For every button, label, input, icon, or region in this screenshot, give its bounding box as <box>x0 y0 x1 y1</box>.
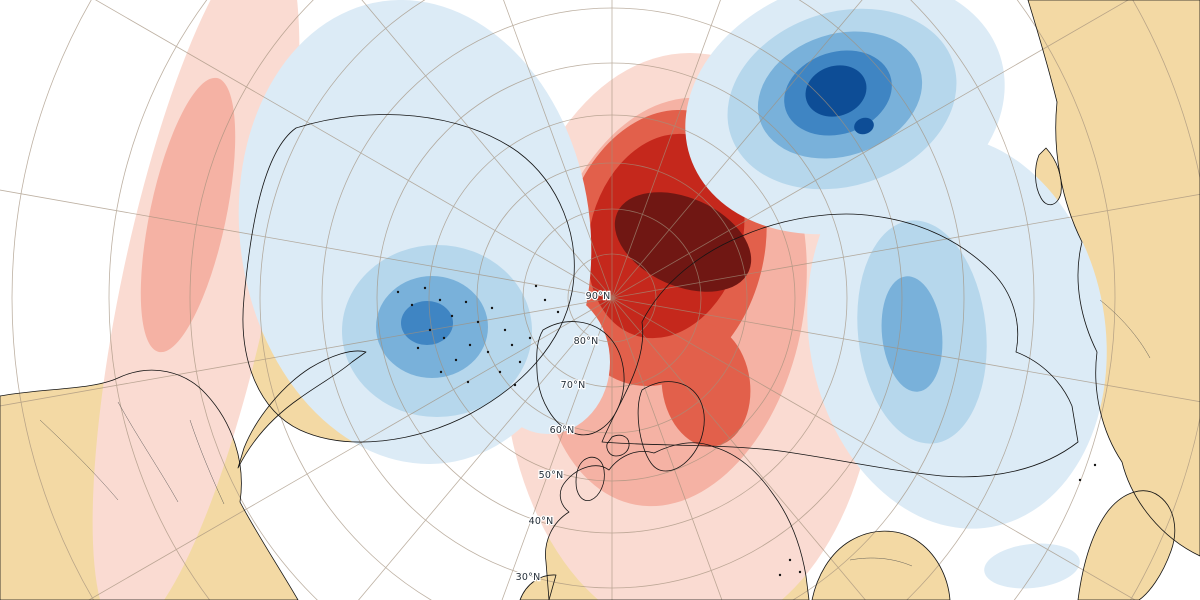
meridian-line-160 <box>611 297 723 600</box>
latitude-circle-7 <box>189 0 1035 600</box>
island-speckle-1 <box>410 303 414 307</box>
island-speckle-17 <box>442 336 446 340</box>
coastline-north-america <box>242 114 575 443</box>
island-speckle-3 <box>438 298 442 302</box>
latitude-label-50°N: 50°N <box>539 470 564 481</box>
coastline-siberia-russia <box>601 213 1079 478</box>
coastline-southeast-asia <box>1077 490 1176 600</box>
latitude-label-80°N: 80°N <box>574 336 599 347</box>
coastline-south-america <box>0 369 299 600</box>
meridian-line-140 <box>611 297 866 600</box>
meridian-line-260 <box>0 297 613 407</box>
meridian-line-340 <box>503 0 613 299</box>
country-border-2 <box>189 419 225 505</box>
island-speckle-20 <box>466 380 470 384</box>
island-speckle-2 <box>423 286 427 290</box>
coastline-scandinavia <box>637 381 705 472</box>
meridian-line-120 <box>611 297 1136 600</box>
island-speckle-0 <box>396 290 400 294</box>
latitude-circle-8 <box>108 0 1116 600</box>
island-speckle-21 <box>439 370 443 374</box>
anomaly-shading-layer <box>92 0 1107 600</box>
meridian-line-200 <box>501 297 613 600</box>
cold-anomaly-canada-core <box>401 301 453 345</box>
island-speckle-4 <box>450 314 454 318</box>
meridian-line-320 <box>361 0 613 299</box>
meridian-line-240 <box>88 297 613 600</box>
coastline-greenland <box>536 321 625 436</box>
meridian-line-60 <box>611 0 1129 299</box>
latitude-circle-9 <box>11 0 1200 600</box>
island-speckle-22 <box>543 298 547 302</box>
country-border-1 <box>117 401 179 503</box>
warm-anomaly-russia-tongue <box>661 323 751 447</box>
island-speckle-28 <box>1078 478 1082 482</box>
island-speckle-27 <box>778 573 782 577</box>
country-border-3 <box>849 557 913 567</box>
latitude-label-40°N: 40°N <box>529 516 554 527</box>
island-speckle-6 <box>476 320 480 324</box>
island-speckle-5 <box>464 300 468 304</box>
island-speckle-16 <box>416 346 420 350</box>
island-speckle-10 <box>454 358 458 362</box>
cold-anomaly-bering-core-2 <box>854 117 874 135</box>
cold-anomaly-bering-core <box>805 65 867 117</box>
latitude-label-70°N: 70°N <box>561 380 586 391</box>
coastline-europe-mainland <box>545 442 810 600</box>
country-border-4 <box>1099 299 1151 359</box>
meridian-line-80 <box>611 193 1200 299</box>
island-speckle-layer <box>396 284 1097 577</box>
island-speckle-23 <box>534 284 538 288</box>
island-speckle-14 <box>528 336 532 340</box>
coastline-japan <box>1035 147 1062 206</box>
land-middle-east <box>812 531 950 600</box>
latitude-label-90°N: 90°N <box>586 291 611 302</box>
island-speckle-15 <box>428 328 432 332</box>
land-east-asia <box>1028 0 1200 556</box>
latitude-label-30°N: 30°N <box>516 572 541 583</box>
coastline-east-asia <box>1027 0 1200 557</box>
country-border-layer <box>39 299 1151 567</box>
island-speckle-25 <box>788 558 792 562</box>
cold-anomaly-eastasia-strong <box>881 276 943 392</box>
island-speckle-12 <box>510 343 514 347</box>
island-speckle-7 <box>490 306 494 310</box>
land-southeast-asia <box>1078 490 1175 600</box>
island-speckle-13 <box>518 360 522 364</box>
latitude-label-layer: 90°N 80°N 70°N 60°N 50°N 40°N 30°N <box>514 290 611 584</box>
coastline-middle-east <box>811 530 951 600</box>
meridian-line-300 <box>95 0 613 299</box>
island-speckle-18 <box>498 370 502 374</box>
country-border-0 <box>39 419 119 501</box>
coastline-morocco <box>519 574 557 600</box>
island-speckle-11 <box>486 350 490 354</box>
warm-anomaly-atlantic-band-core <box>140 77 236 353</box>
meridian-line-280 <box>0 189 613 299</box>
latitude-label-60°N: 60°N <box>550 425 575 436</box>
island-speckle-29 <box>1093 463 1097 467</box>
island-speckle-19 <box>513 383 517 387</box>
island-speckle-24 <box>556 310 560 314</box>
meridian-line-220 <box>358 297 613 600</box>
cold-anomaly-pacific-patch <box>984 543 1080 589</box>
island-speckle-26 <box>798 570 802 574</box>
coastline-iceland <box>606 434 630 457</box>
latitude-circle-6 <box>259 0 965 600</box>
meridian-line-40 <box>611 0 863 299</box>
land-morocco <box>520 574 556 600</box>
meridian-line-20 <box>611 0 721 299</box>
meridian-line-100 <box>611 297 1200 403</box>
coastline-uk-ireland <box>575 456 605 501</box>
island-speckle-9 <box>468 343 472 347</box>
coastline-central-america <box>237 350 367 469</box>
island-speckle-8 <box>503 328 507 332</box>
